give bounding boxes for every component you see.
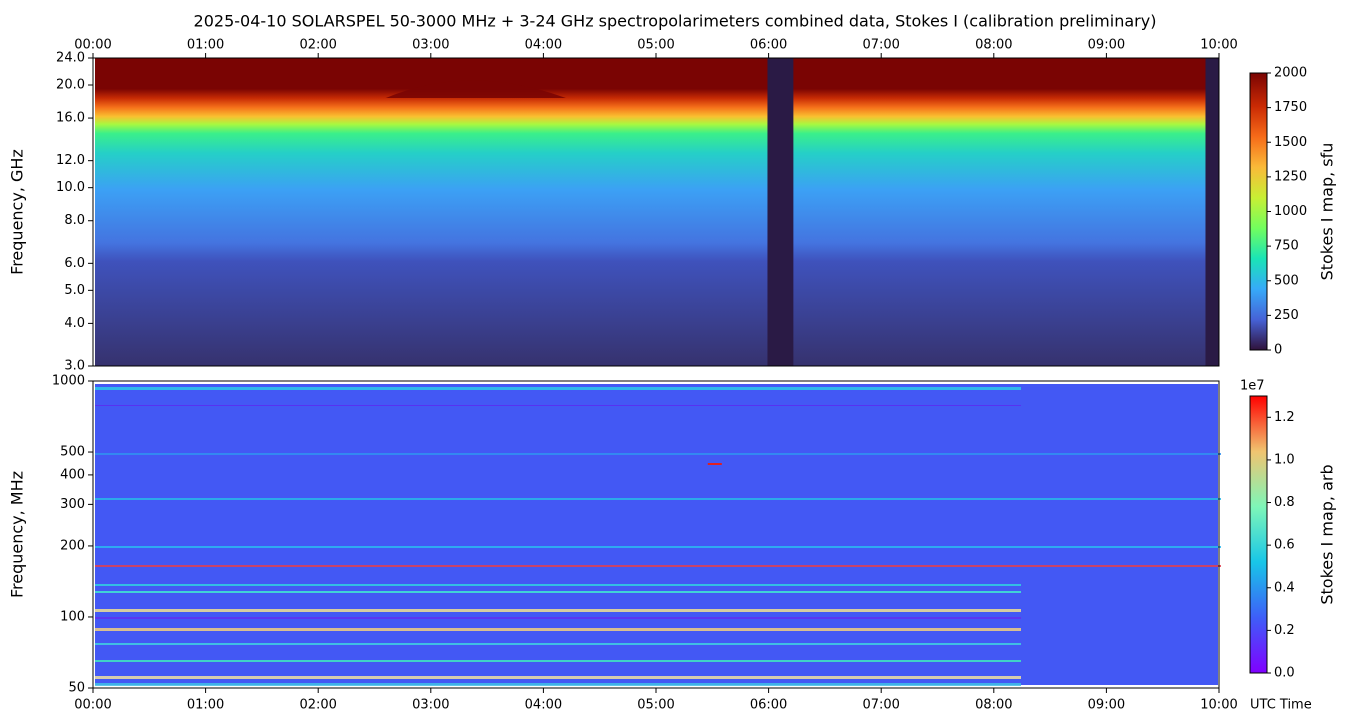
y-tick-label: 50 [68, 681, 85, 696]
y-tick-label: 20.0 [56, 78, 85, 93]
y-tick-label: 24.0 [56, 51, 85, 66]
x-tick-label: 06:00 [750, 698, 787, 713]
colorbar-tick-label: 1500 [1274, 135, 1307, 150]
x-axis-label: UTC Time [1250, 698, 1312, 713]
colorbar-tick-label: 1250 [1274, 169, 1307, 184]
burst [707, 463, 722, 465]
y-tick-label: 6.0 [64, 256, 85, 271]
x-tick-label: 10:00 [1200, 38, 1237, 53]
colorbar-tick-label: 0 [1274, 343, 1282, 358]
y-axis-label: Frequency, MHz [8, 471, 27, 598]
y-tick-label: 300 [60, 497, 85, 512]
heatmap [95, 384, 1218, 685]
colorbar-tick-label: 1.0 [1274, 452, 1295, 467]
x-tick-label: 02:00 [299, 38, 336, 53]
x-tick-label: 01:00 [187, 698, 224, 713]
data-gap [767, 58, 794, 366]
spectral-band [95, 565, 1221, 567]
colorbar-tick-label: 1000 [1274, 204, 1307, 219]
colorbar-label: Stokes I map, arb [1318, 464, 1337, 604]
spectral-band [95, 387, 1021, 390]
spectral-band [95, 546, 1221, 548]
spectral-band [95, 453, 1221, 455]
y-tick-label: 500 [60, 445, 85, 460]
x-tick-label: 06:00 [750, 38, 787, 53]
y-tick-label: 3.0 [64, 359, 85, 374]
spectral-band [95, 405, 1021, 406]
x-tick-label: 05:00 [637, 698, 674, 713]
x-tick-label: 04:00 [525, 698, 562, 713]
colorbar [1249, 72, 1268, 351]
colorbar-tick-label: 500 [1274, 273, 1299, 288]
x-tick-label: 08:00 [975, 698, 1012, 713]
spectral-band [95, 660, 1021, 662]
colorbar-tick-label: 0.2 [1274, 623, 1295, 638]
spectral-band [95, 676, 1021, 679]
spectral-band [95, 498, 1221, 500]
x-tick-label: 00:00 [74, 698, 111, 713]
y-tick-label: 10.0 [56, 180, 85, 195]
y-axis-label: Frequency, GHz [8, 149, 27, 275]
x-tick-label: 00:00 [74, 38, 111, 53]
y-tick-label: 4.0 [64, 316, 85, 331]
x-tick-label: 08:00 [975, 38, 1012, 53]
x-tick-label: 09:00 [1088, 698, 1125, 713]
spectral-band [95, 591, 1021, 593]
colorbar-tick-label: 0.4 [1274, 580, 1295, 595]
x-tick-label: 10:00 [1200, 698, 1237, 713]
x-tick-label: 03:00 [412, 698, 449, 713]
colorbar-offset: 1e7 [1240, 379, 1265, 394]
colorbar-tick-label: 0.0 [1274, 666, 1295, 681]
spectral-band [95, 683, 1021, 686]
y-tick-label: 16.0 [56, 111, 85, 126]
y-tick-label: 400 [60, 467, 85, 482]
spectral-band [95, 628, 1021, 631]
y-tick-label: 200 [60, 538, 85, 553]
colorbar-tick-label: 0.8 [1274, 495, 1295, 510]
y-tick-label: 5.0 [64, 283, 85, 298]
chart-title: 2025-04-10 SOLARSPEL 50-3000 MHz + 3-24 … [194, 12, 1157, 31]
x-tick-label: 07:00 [862, 38, 899, 53]
x-tick-label: 03:00 [412, 38, 449, 53]
spectral-band [95, 617, 1021, 619]
x-tick-label: 04:00 [525, 38, 562, 53]
colorbar-label: Stokes I map, sfu [1318, 143, 1337, 281]
colorbar-tick-label: 750 [1274, 239, 1299, 254]
x-tick-label: 09:00 [1088, 38, 1125, 53]
heatmap [95, 58, 1218, 366]
colorbar-tick-label: 250 [1274, 308, 1299, 323]
y-tick-label: 1000 [52, 374, 85, 389]
x-tick-label: 02:00 [299, 698, 336, 713]
y-tick-label: 12.0 [56, 153, 85, 168]
colorbar-tick-label: 2000 [1274, 66, 1307, 81]
colorbar-tick-label: 0.6 [1274, 538, 1295, 553]
spectral-band [95, 609, 1021, 612]
spectral-band [95, 584, 1021, 586]
data-gap [1205, 58, 1219, 366]
colorbar-tick-label: 1750 [1274, 100, 1307, 115]
colorbar-tick-label: 1.2 [1274, 410, 1295, 425]
x-tick-label: 05:00 [637, 38, 674, 53]
y-tick-label: 8.0 [64, 213, 85, 228]
x-tick-label: 07:00 [862, 698, 899, 713]
spectral-band [95, 643, 1021, 645]
y-tick-label: 100 [60, 609, 85, 624]
colorbar [1249, 395, 1268, 674]
x-tick-label: 01:00 [187, 38, 224, 53]
heatmap-bump [385, 80, 566, 98]
